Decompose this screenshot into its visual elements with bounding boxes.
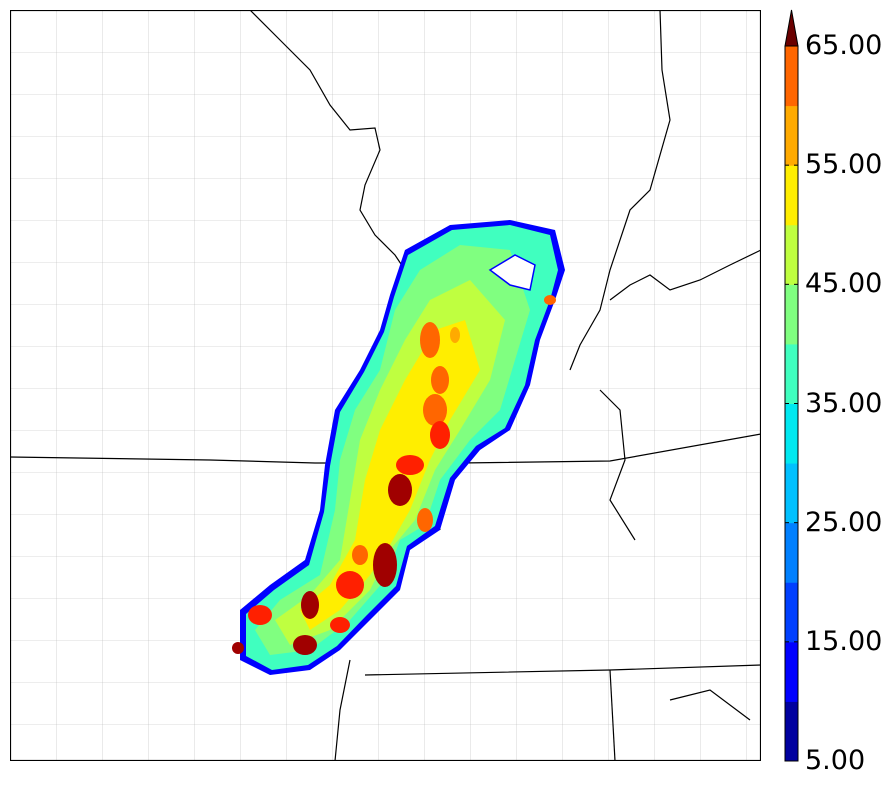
map-border: [10, 10, 761, 761]
colorbar-tick-label: 15.00: [805, 625, 883, 657]
colorbar-tick-label: 45.00: [805, 268, 883, 300]
colorbar: [784, 9, 799, 762]
reflectivity-map: [10, 10, 761, 761]
colorbar-band: [785, 463, 798, 524]
colorbar-band: [785, 582, 798, 643]
colorbar-tick-label: 35.00: [805, 387, 883, 419]
colorbar-tick-label: 65.00: [805, 30, 883, 61]
colorbar-bands: [784, 9, 799, 762]
colorbar-band: [785, 701, 798, 762]
colorbar-band: [785, 641, 798, 702]
colorbar-band: [785, 284, 798, 345]
colorbar-extend-arrow: [784, 9, 799, 47]
colorbar-band: [785, 105, 798, 166]
colorbar-band: [785, 224, 798, 285]
storm-cores: [232, 295, 556, 655]
colorbar-ticks: [785, 45, 798, 762]
radar-swath: [232, 220, 565, 675]
colorbar-band: [785, 403, 798, 464]
colorbar-band: [785, 46, 798, 107]
colorbar-band: [785, 165, 798, 226]
colorbar-tick-label: 5.00: [805, 745, 866, 776]
colorbar-band: [785, 522, 798, 583]
colorbar-band: [785, 343, 798, 404]
colorbar-tick-label: 25.00: [805, 506, 883, 538]
colorbar-tick-label: 55.00: [805, 149, 883, 181]
